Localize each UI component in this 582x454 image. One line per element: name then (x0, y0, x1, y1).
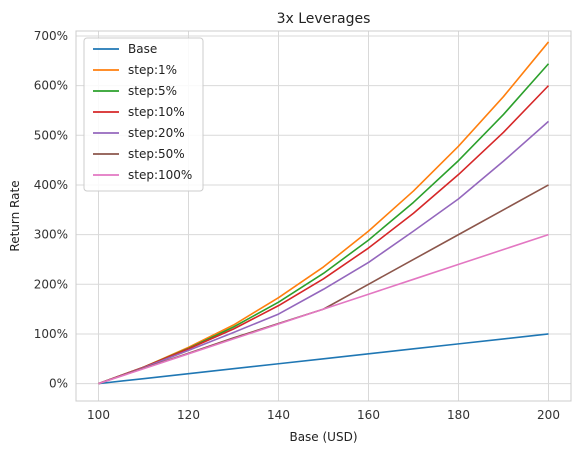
x-tick-label: 120 (177, 408, 200, 422)
series-layer (98, 41, 550, 385)
x-tick-label: 160 (357, 408, 380, 422)
x-tick-label: 180 (447, 408, 470, 422)
y-tick-label: 0% (49, 377, 68, 391)
y-tick-label: 600% (34, 79, 68, 93)
legend-label: Base (128, 42, 157, 56)
y-tick-label: 100% (34, 327, 68, 341)
x-tick-label: 140 (267, 408, 290, 422)
series-line (98, 233, 549, 385)
legend-label: step:100% (128, 168, 192, 182)
y-tick-label: 700% (34, 29, 68, 43)
plot-frame (75, 30, 572, 402)
y-tick-label: 400% (34, 178, 68, 192)
legend-label: step:20% (128, 126, 185, 140)
y-axis-label: Return Rate (8, 180, 22, 251)
series-line (98, 333, 549, 385)
legend: Base step:1% step:5% step:10% step:20% step:5… (83, 37, 204, 192)
x-tick-labels: 100 120 140 160 180 200 (87, 408, 560, 422)
x-tick-label: 200 (537, 408, 560, 422)
x-tick-label: 100 (87, 408, 110, 422)
x-axis-label: Base (USD) (289, 430, 357, 444)
y-tick-label: 500% (34, 128, 68, 142)
series-line (98, 85, 550, 385)
y-tick-label: 200% (34, 277, 68, 291)
legend-label: step:1% (128, 63, 177, 77)
legend-label: step:50% (128, 147, 185, 161)
grid (76, 31, 571, 401)
chart-title: 3x Leverages (277, 11, 371, 27)
y-tick-label: 300% (34, 228, 68, 242)
legend-label: step:10% (128, 105, 185, 119)
legend-box (83, 37, 204, 192)
legend-label: step:5% (128, 84, 177, 98)
y-tick-labels: 0% 100% 200% 300% 400% 500% 600% 700% (34, 29, 68, 391)
series-line (98, 120, 550, 385)
